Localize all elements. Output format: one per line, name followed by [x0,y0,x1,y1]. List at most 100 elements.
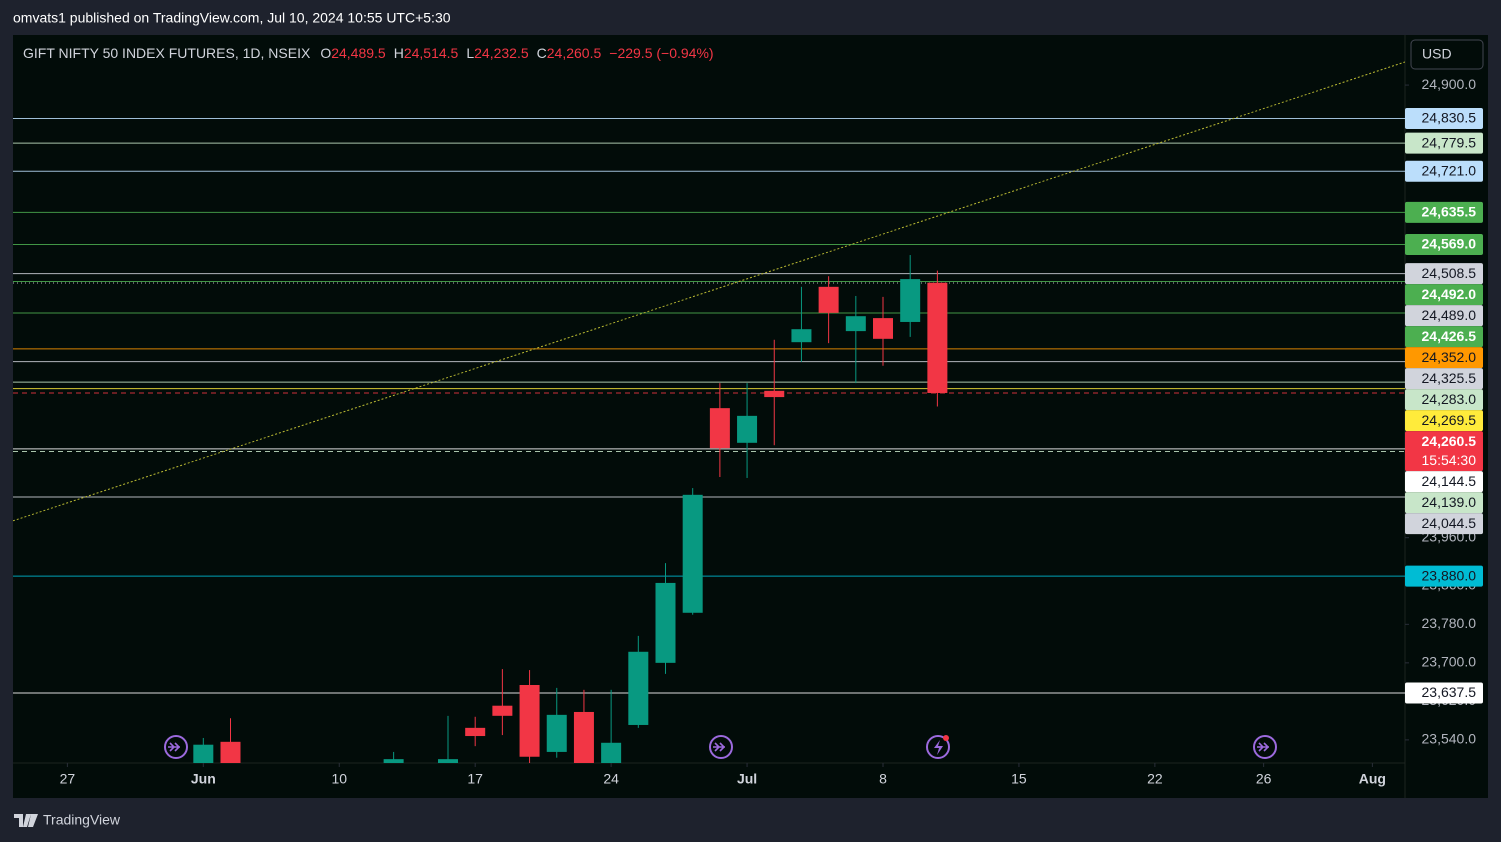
price-label: 24,569.0 [1422,236,1477,252]
candle-body [492,705,513,716]
x-tick-label: 22 [1147,771,1163,787]
price-label-box [1405,233,1483,255]
candle-body [845,316,866,332]
price-label-box [1405,682,1483,704]
price-label: 24,269.5 [1422,412,1477,428]
price-label-box [1405,284,1483,306]
price-label-box [1405,347,1483,369]
brand-name[interactable]: TradingView [43,812,121,828]
price-label-box [1405,305,1483,327]
y-tick-label: 23,780.0 [1422,615,1477,631]
candle-body [682,494,703,613]
ohlc-value: 24,489.5 [331,45,386,61]
candle-body [818,286,839,313]
x-tick-label: 8 [879,771,887,787]
price-label: 24,721.0 [1422,162,1477,178]
candle-body [873,318,893,339]
event-icons [164,735,1277,759]
event-icon[interactable] [926,735,950,759]
price-label-box [1405,160,1483,182]
candle-body [709,408,730,449]
price-label-box [1405,565,1483,587]
event-icon[interactable] [709,735,733,759]
plot-area [13,61,1405,763]
ohlc-key: O [320,45,331,61]
header-text: omvats1 published on TradingView.com, Ju… [13,10,451,26]
candle-body [573,711,594,763]
y-tick-label: 23,540.0 [1422,731,1477,747]
x-tick-label: 15 [1011,771,1027,787]
price-label: 24,144.5 [1422,473,1477,489]
x-tick-label: Jul [737,771,757,787]
x-tick-label: 17 [467,771,483,787]
price-label: 24,492.0 [1422,286,1477,302]
price-label-box [1405,326,1483,348]
candle-body [601,742,622,763]
currency-label[interactable]: USD [1422,46,1452,62]
change: −229.5 (−0.94%) [609,45,713,61]
ohlc-key: L [466,45,474,61]
price-label: 24,830.5 [1422,110,1477,126]
price-label-box [1405,368,1483,390]
price-label-box [1405,201,1483,223]
ohlc-key: C [537,45,547,61]
x-tick-label: 10 [331,771,347,787]
price-label: 24,489.0 [1422,307,1477,323]
price-label-box [1405,431,1483,472]
x-tick-label: 26 [1256,771,1272,787]
ohlc-value: 24,260.5 [547,45,602,61]
footer-brand[interactable]: TradingView [14,812,121,828]
price-label-box [1405,471,1483,493]
price-label: 24,635.5 [1422,204,1477,220]
price-label: 24,139.0 [1422,494,1477,510]
candle-body [465,727,486,737]
price-label: 24,325.5 [1422,370,1477,386]
candle-body [737,415,758,443]
price-label: 23,880.0 [1422,567,1477,583]
price-label-box [1405,108,1483,130]
brand-logo[interactable] [14,814,38,827]
price-label-box [1405,492,1483,514]
event-icon[interactable] [164,735,188,759]
ohlc-value: 24,232.5 [474,45,529,61]
x-tick-label: 27 [60,771,76,787]
candle-body [438,759,458,763]
candle-body [900,279,921,322]
x-tick-label: Aug [1359,771,1386,787]
candle-body [383,759,404,763]
candle-body [519,685,540,757]
candle-body [927,282,948,393]
y-tick-label: 24,900.0 [1422,76,1477,92]
currency-button-box[interactable] [1410,39,1484,70]
candle-body [193,744,214,763]
price-label: 24,426.5 [1422,328,1477,344]
price-label: 24,283.0 [1422,391,1477,407]
ohlc-legend: GIFT NIFTY 50 INDEX FUTURES, 1D, NSEIX O2… [23,45,714,61]
ohlc-value: 24,514.5 [404,45,459,61]
x-tick-label: 24 [603,771,619,787]
candle-body [764,390,785,398]
y-tick-label: 23,700.0 [1422,654,1477,670]
price-label-box [1405,263,1483,285]
price-label: 24,779.5 [1422,134,1477,150]
candle-body [628,651,649,725]
candle-body [791,329,812,343]
candle-body [655,582,676,663]
price-label-box [1405,513,1483,535]
countdown-label: 15:54:30 [1422,452,1477,468]
price-label: 24,044.5 [1422,515,1477,531]
symbol-title: GIFT NIFTY 50 INDEX FUTURES, 1D, NSEIX [23,45,311,61]
price-label-box [1405,389,1483,411]
candle-body [220,741,241,763]
price-label: 24,260.5 [1422,433,1477,449]
x-tick-label: Jun [191,771,216,787]
trendline [13,61,1405,522]
currency-button[interactable]: USD [1410,39,1484,70]
event-icon[interactable] [1253,735,1277,759]
price-label: 24,508.5 [1422,265,1477,281]
ohlc-key: H [394,45,404,61]
price-label: 23,637.5 [1422,684,1477,700]
candle-body [546,714,567,752]
